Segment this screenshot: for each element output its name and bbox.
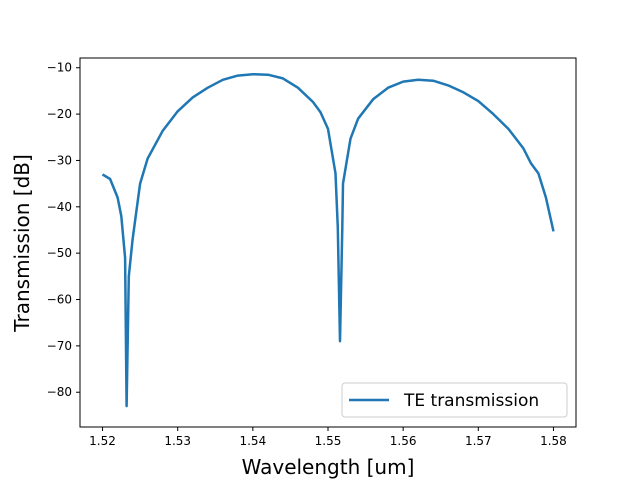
series-line-te-transmission (101, 72, 555, 408)
x-tick-label: 1.52 (89, 434, 116, 448)
y-axis: −80 −70 −60 −50 −40 −30 −20 −10 (47, 61, 80, 399)
y-tick-label: −70 (47, 339, 72, 353)
x-tick-label: 1.57 (465, 434, 492, 448)
axes-frame (79, 57, 577, 428)
x-tick-label: 1.54 (239, 434, 266, 448)
y-tick-label: −20 (47, 107, 72, 121)
y-tick-label: −30 (47, 153, 72, 167)
x-tick-label: 1.56 (390, 434, 417, 448)
y-axis-label: Transmission [dB] (10, 154, 34, 333)
y-tick-label: −50 (47, 246, 72, 260)
y-tick-label: −80 (47, 385, 72, 399)
x-tick-label: 1.55 (315, 434, 342, 448)
y-tick-label: −60 (47, 293, 72, 307)
y-tick-label: −40 (47, 200, 72, 214)
legend: TE transmission (341, 382, 568, 418)
x-axis-label: Wavelength [um] (242, 455, 415, 479)
plot-area (101, 72, 555, 408)
legend-box (341, 382, 568, 418)
x-tick-label: 1.58 (540, 434, 567, 448)
y-tick-label: −10 (47, 61, 72, 75)
legend-label: TE transmission (403, 391, 539, 411)
x-axis: 1.52 1.53 1.54 1.55 1.56 1.57 1.58 (89, 427, 567, 448)
x-tick-label: 1.53 (164, 434, 191, 448)
